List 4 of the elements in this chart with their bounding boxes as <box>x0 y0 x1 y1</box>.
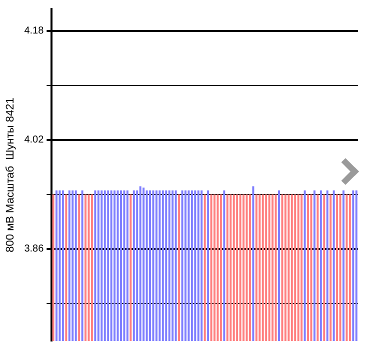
y-tick-label: 4.18 <box>24 26 44 37</box>
y-tick-label: 3.86 <box>24 244 44 255</box>
y-axis-title: 800 мВ Масштаб Шунты 8421 <box>4 98 17 252</box>
y-tick-label: 4.02 <box>24 134 44 146</box>
